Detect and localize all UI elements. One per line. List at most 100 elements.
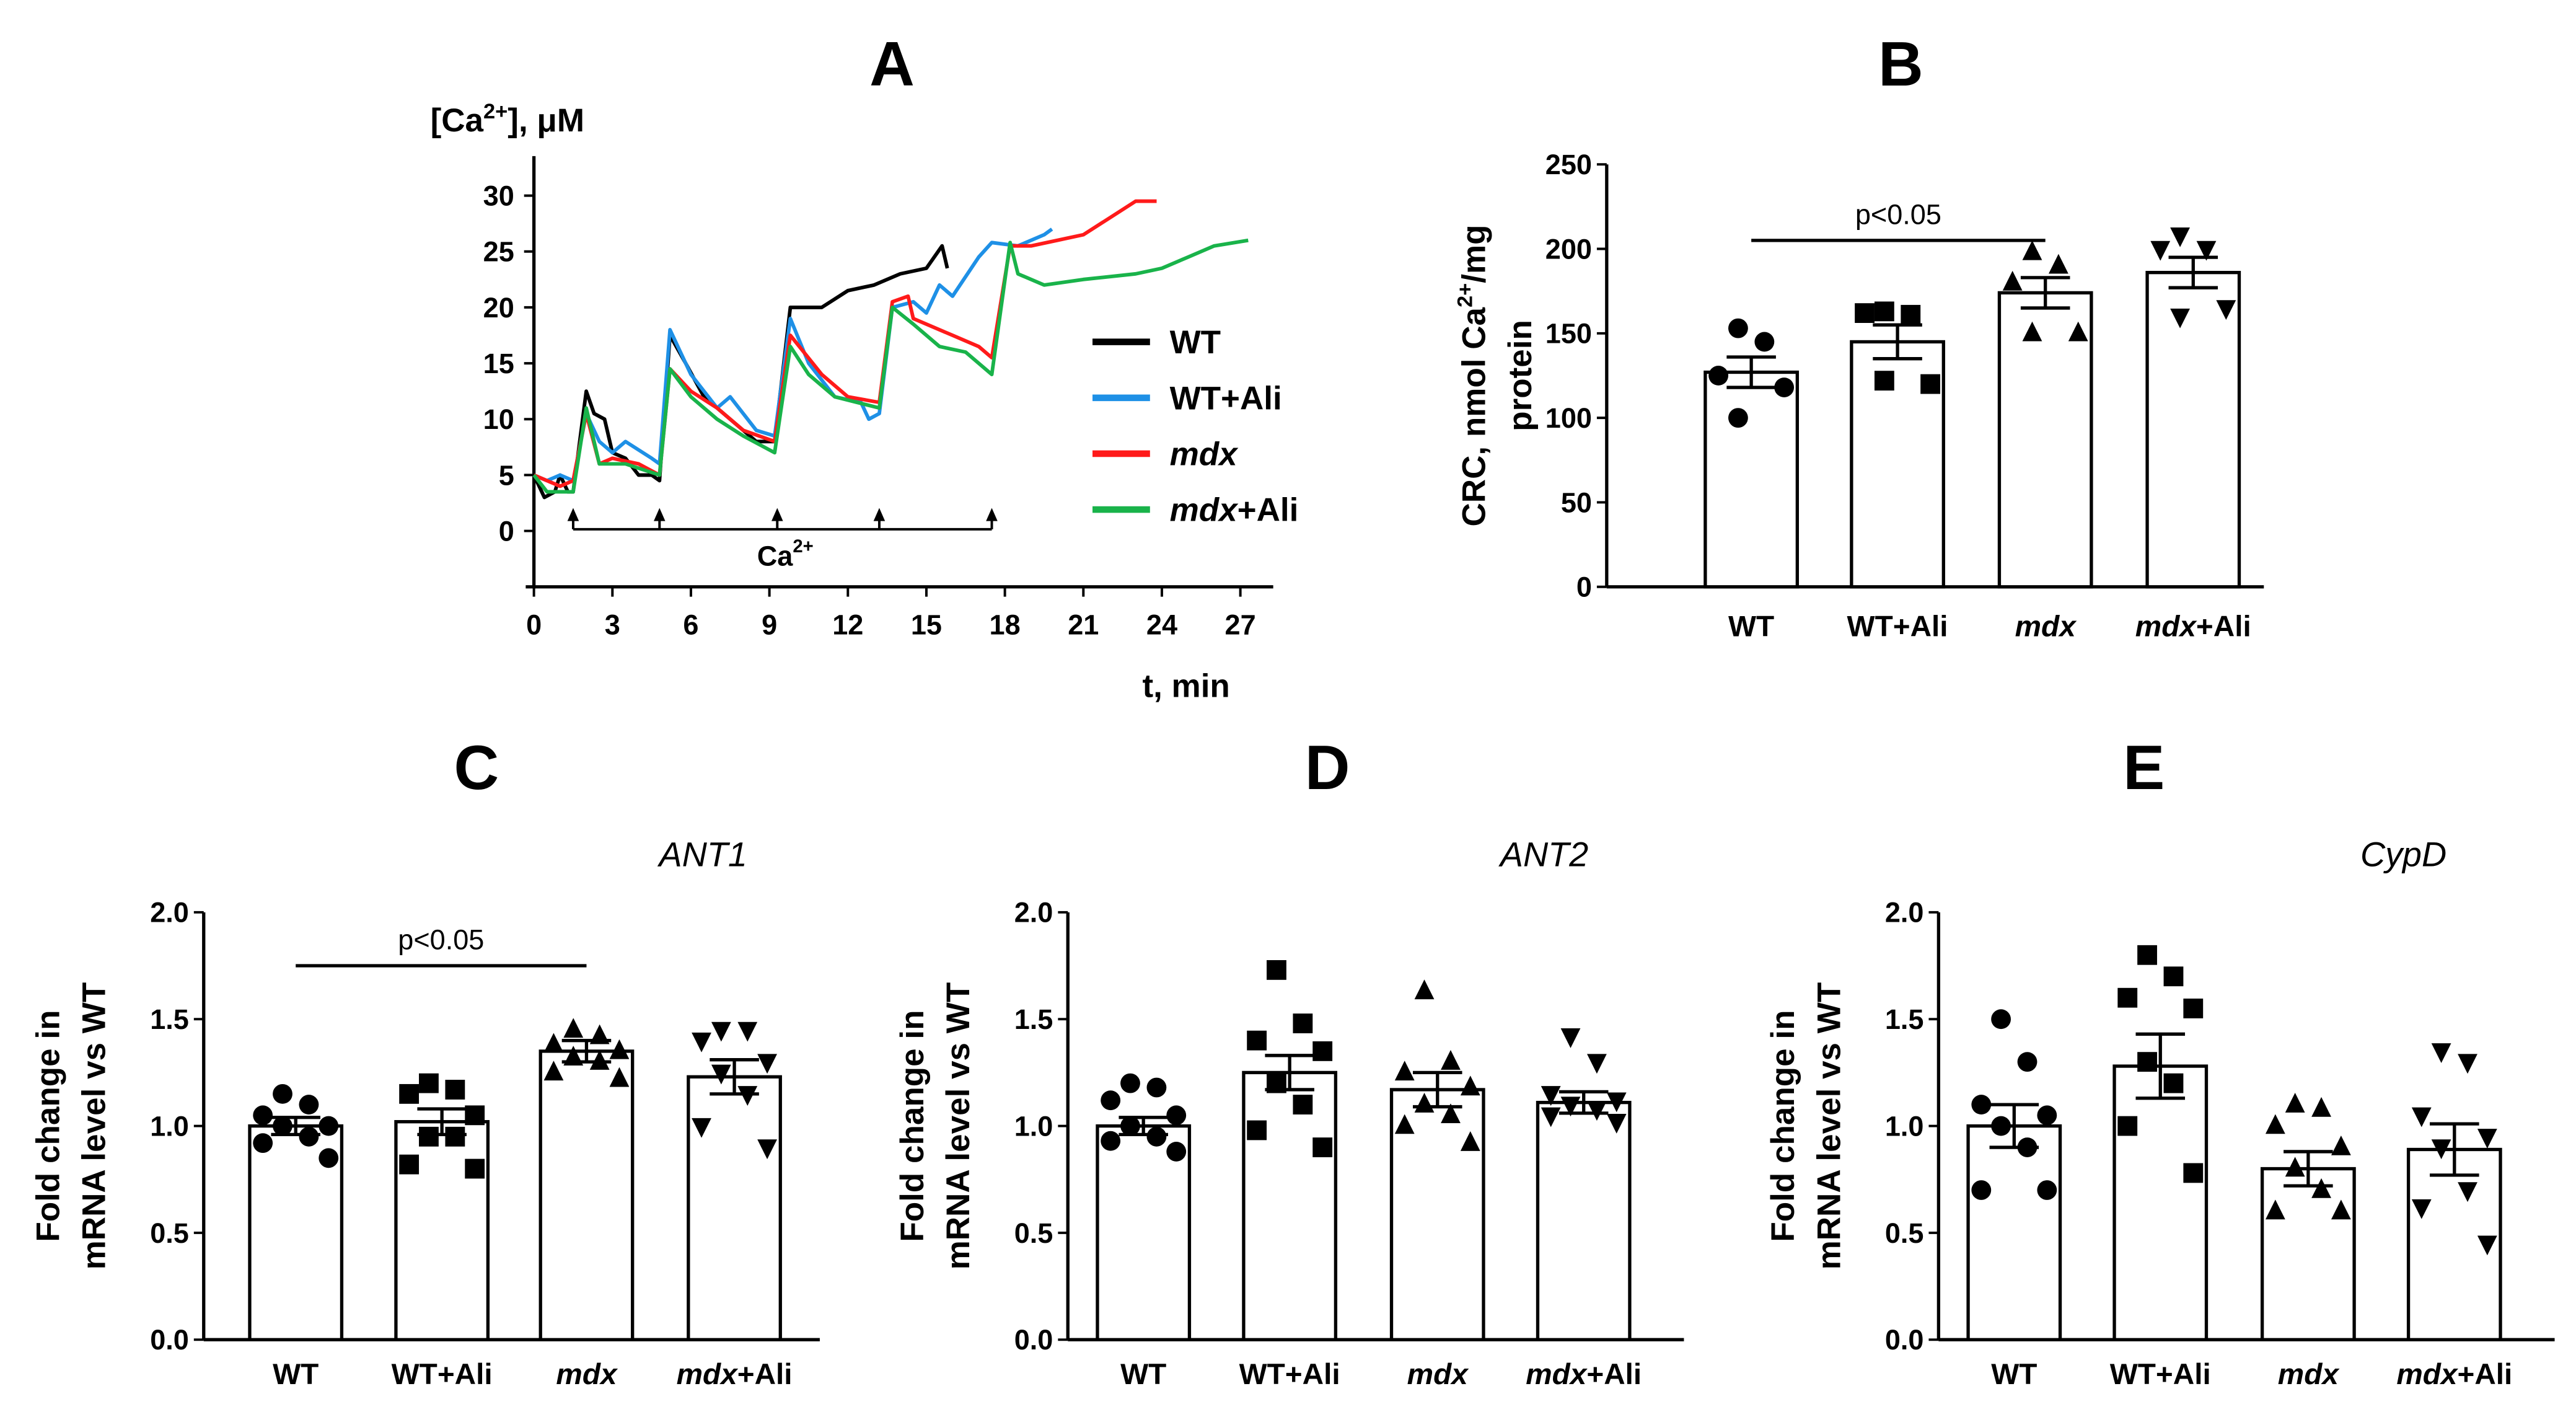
data-point-square	[445, 1080, 465, 1100]
x-tick-label: 0	[526, 609, 542, 641]
data-point-triangle-up	[1414, 1092, 1435, 1113]
series-line-mdx-ali	[532, 238, 1249, 494]
bar	[394, 1120, 490, 1341]
data-point-triangle-down	[737, 1021, 758, 1042]
data-point-triangle-down	[2216, 300, 2236, 320]
data-point-circle	[1120, 1073, 1140, 1093]
y-tick-label: 1.5	[1014, 1004, 1053, 1035]
y-tick-label: 30	[483, 180, 514, 211]
y-tick-label: 100	[1545, 402, 1592, 434]
x-tick-label: 24	[1146, 609, 1177, 641]
data-point-triangle-up	[2002, 270, 2023, 291]
y-tick-label: 1.5	[1885, 1004, 1924, 1035]
data-point-triangle-up	[563, 1018, 584, 1038]
x-tick-label: 18	[990, 609, 1021, 641]
data-point-circle	[1708, 366, 1729, 386]
data-point-triangle-up	[1441, 1050, 1461, 1070]
data-point-circle	[2017, 1052, 2038, 1072]
data-point-triangle-down	[2196, 240, 2217, 261]
panel-b: B 0 50 100 150 200 250 CRC, nmol Ca2+/mg protein…	[1453, 30, 2264, 603]
data-point-square	[465, 1158, 485, 1179]
y-tick-label: 2.0	[1885, 897, 1924, 929]
data-point-circle	[1146, 1126, 1167, 1147]
arrow-up-icon	[771, 508, 783, 521]
arrow-up-icon	[654, 508, 666, 521]
bar	[1703, 370, 1800, 589]
data-point-circle	[299, 1095, 319, 1115]
data-point-triangle-up	[2048, 254, 2068, 274]
data-point-triangle-up	[543, 1033, 564, 1053]
data-point-triangle-down	[692, 1032, 711, 1052]
data-point-circle	[1728, 318, 1748, 338]
data-point-circle	[1166, 1105, 1187, 1126]
data-point-triangle-down	[737, 1086, 758, 1106]
data-point-triangle-down	[757, 1054, 777, 1074]
data-point-square	[465, 1105, 485, 1126]
bar	[2112, 1064, 2209, 1341]
y-tick-label: 50	[1561, 487, 1592, 518]
legend-label: mdx+Ali	[1170, 492, 1299, 529]
y-axis-label-line1: Fold change in	[1765, 1010, 1801, 1242]
data-point-triangle-down	[1560, 1097, 1581, 1117]
y-tick-label: 0.5	[150, 1217, 189, 1249]
panel-label-a: A	[869, 30, 915, 99]
data-point-circle	[273, 1083, 292, 1104]
data-point-triangle-down	[2170, 227, 2190, 247]
y-tick-label: 2.0	[150, 897, 189, 929]
data-point-circle	[1101, 1131, 1121, 1151]
data-point-triangle-down	[2477, 1129, 2497, 1149]
category-label: WT	[1728, 610, 1774, 643]
data-point-triangle-up	[2265, 1114, 2285, 1134]
significance-label: p<0.05	[1855, 198, 1941, 230]
data-point-square	[419, 1073, 439, 1093]
y-axis-label-line2: mRNA level vs WT	[76, 982, 113, 1270]
data-point-circle	[273, 1116, 292, 1136]
data-point-circle	[2017, 1137, 2038, 1157]
data-point-triangle-down	[1587, 1054, 1607, 1074]
data-point-circle	[1120, 1116, 1140, 1136]
x-tick-label: 6	[683, 609, 698, 641]
data-point-triangle-down	[2458, 1054, 2477, 1074]
data-point-square	[445, 1126, 465, 1147]
data-point-triangle-up	[1460, 1131, 1480, 1151]
data-point-triangle-down	[711, 1021, 731, 1042]
category-label: WT	[273, 1358, 319, 1391]
data-point-square	[1920, 374, 1941, 394]
arrow-up-icon	[873, 508, 886, 521]
y-tick-label: 0.5	[1885, 1217, 1924, 1249]
data-point-square	[399, 1154, 420, 1175]
data-point-circle	[2037, 1180, 2057, 1200]
data-point-triangle-down	[757, 1139, 777, 1160]
data-point-circle	[319, 1116, 339, 1136]
category-label: WT+Ali	[1239, 1358, 1340, 1391]
data-point-triangle-up	[2331, 1135, 2351, 1155]
category-label: mdx	[556, 1358, 618, 1391]
y-axis-label-line2: mRNA level vs WT	[940, 982, 977, 1270]
data-point-triangle-up	[543, 1061, 564, 1081]
panel-c: C ANT1 0.0 0.5 1.0 1.5 2.0 Fold change in mRNA l…	[30, 733, 820, 1356]
y-tick-label: 0.0	[1885, 1324, 1924, 1356]
y-tick-label: 0	[1576, 571, 1592, 603]
data-point-triangle-down	[2458, 1182, 2477, 1202]
data-point-square	[1312, 1137, 1333, 1157]
data-point-square	[1247, 1030, 1267, 1051]
data-point-square	[1901, 304, 1921, 325]
category-label: WT	[1120, 1358, 1166, 1391]
y-tick-label: 5	[499, 459, 514, 491]
data-point-circle	[253, 1105, 273, 1126]
category-label: mdx	[1407, 1358, 1470, 1391]
data-point-triangle-down	[1560, 1028, 1581, 1048]
y-axis-label: [Ca2+], μM	[431, 100, 584, 139]
data-point-square	[2137, 1052, 2157, 1072]
panel-title: ANT1	[657, 836, 747, 874]
data-point-square	[2163, 966, 2184, 987]
data-point-triangle-down	[2170, 308, 2190, 329]
data-point-square	[1874, 371, 1894, 391]
data-point-square	[419, 1126, 439, 1147]
y-tick-label: 1.0	[150, 1110, 189, 1142]
legend-label: WT+Ali	[1170, 380, 1282, 417]
panel-title: ANT2	[1498, 836, 1588, 874]
category-label: WT+Ali	[1847, 610, 1948, 643]
data-point-triangle-up	[589, 1050, 610, 1070]
panel-label-b: B	[1878, 30, 1923, 99]
